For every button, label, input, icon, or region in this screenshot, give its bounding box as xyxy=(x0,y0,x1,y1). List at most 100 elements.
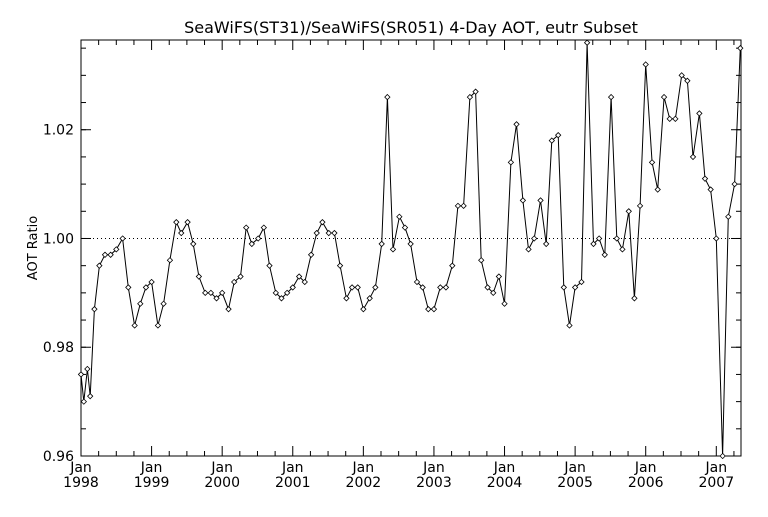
y-axis-label: AOT Ratio xyxy=(26,216,41,280)
x-tick-month-label: Jan xyxy=(140,460,163,476)
data-point xyxy=(278,295,285,302)
data-point xyxy=(378,240,385,248)
data-point xyxy=(178,229,185,237)
data-point xyxy=(666,115,673,123)
data-point xyxy=(430,306,438,313)
data-point xyxy=(219,289,226,297)
data-point xyxy=(360,306,367,313)
data-point xyxy=(660,93,668,101)
data-point xyxy=(731,180,738,188)
data-point xyxy=(401,224,409,231)
data-point xyxy=(131,322,138,329)
data-point xyxy=(684,77,691,84)
data-point xyxy=(87,393,94,400)
data-point xyxy=(372,284,379,291)
data-point xyxy=(213,295,220,302)
x-tick-month-label: Jan xyxy=(563,460,586,476)
data-point xyxy=(173,219,180,226)
x-tick-month-label: Jan xyxy=(704,460,727,476)
y-tick-label: 1.00 xyxy=(43,231,74,247)
data-point xyxy=(137,300,144,307)
data-point xyxy=(84,365,91,373)
data-point xyxy=(442,284,450,291)
data-point xyxy=(319,219,326,226)
data-point xyxy=(272,289,279,297)
data-point xyxy=(301,278,308,286)
data-point xyxy=(283,289,291,297)
data-point xyxy=(80,398,87,405)
data-point xyxy=(96,262,103,269)
data-point xyxy=(289,284,296,291)
data-point xyxy=(490,289,497,297)
data-point xyxy=(307,251,315,258)
x-tick-month-label: Jan xyxy=(634,460,657,476)
x-tick-year-label: 2000 xyxy=(204,475,240,491)
y-tick-label: 0.98 xyxy=(43,340,74,356)
data-point xyxy=(507,159,515,166)
x-tick-year-label: 2003 xyxy=(416,475,452,491)
data-point xyxy=(166,257,174,264)
data-point xyxy=(519,197,527,204)
x-tick-year-label: 2005 xyxy=(557,475,593,491)
data-point xyxy=(437,284,444,291)
plot-frame xyxy=(80,39,742,457)
data-point xyxy=(607,93,615,101)
data-point xyxy=(407,240,414,248)
data-point xyxy=(107,251,114,258)
data-point xyxy=(248,240,255,248)
y-tick-label: 0.96 xyxy=(43,449,74,465)
data-point xyxy=(625,208,632,215)
data-point xyxy=(648,159,656,166)
data-point xyxy=(725,213,732,220)
data-point xyxy=(142,284,150,291)
data-point xyxy=(119,235,126,242)
x-tick-year-label: 2004 xyxy=(487,475,523,491)
x-tick-year-label: 2007 xyxy=(698,475,734,491)
data-point xyxy=(654,186,661,193)
x-tick-month-label: Jan xyxy=(69,460,92,476)
data-point xyxy=(595,235,603,242)
x-tick-year-label: 2001 xyxy=(275,475,311,491)
data-point xyxy=(419,284,426,291)
data-point xyxy=(384,93,391,101)
data-point xyxy=(207,289,215,297)
data-point xyxy=(707,186,714,193)
data-point xyxy=(737,44,744,52)
data-point xyxy=(537,197,544,204)
data-point xyxy=(354,284,361,291)
series-line xyxy=(80,42,741,457)
data-point xyxy=(366,295,373,302)
data-point xyxy=(325,229,332,237)
data-point xyxy=(113,246,120,253)
data-point xyxy=(578,278,585,286)
data-point xyxy=(255,235,262,242)
data-point xyxy=(77,371,85,378)
data-point xyxy=(91,306,98,313)
data-point xyxy=(631,295,638,302)
x-tick-month-label: Jan xyxy=(352,460,375,476)
data-point xyxy=(495,273,503,280)
data-point xyxy=(619,246,626,253)
data-point xyxy=(696,110,703,117)
data-point xyxy=(501,300,508,307)
y-tick-label: 1.02 xyxy=(43,123,74,139)
data-point xyxy=(266,262,273,269)
x-tick-month-label: Jan xyxy=(210,460,233,476)
data-point xyxy=(678,72,685,79)
data-point xyxy=(701,175,709,182)
data-point xyxy=(642,61,649,68)
x-tick-month-label: Jan xyxy=(422,460,445,476)
data-point xyxy=(543,240,550,248)
data-point xyxy=(425,306,432,313)
data-point xyxy=(689,153,697,161)
data-point xyxy=(613,235,620,242)
x-tick-month-label: Jan xyxy=(281,460,304,476)
data-point xyxy=(396,213,403,220)
data-point xyxy=(243,224,250,231)
data-point xyxy=(295,273,303,280)
data-point xyxy=(571,284,579,291)
data-point xyxy=(466,93,474,101)
data-point xyxy=(184,219,191,226)
data-point xyxy=(202,289,209,297)
